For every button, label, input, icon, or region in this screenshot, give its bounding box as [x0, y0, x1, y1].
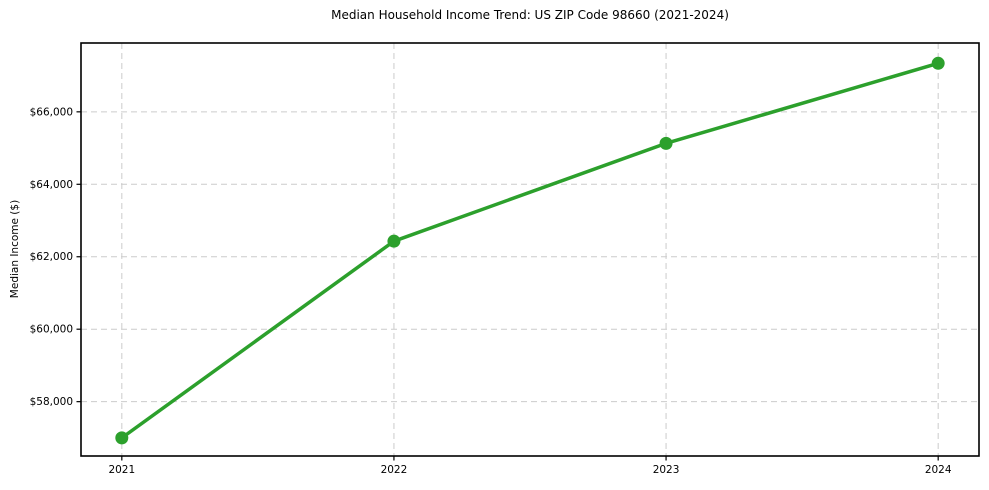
y-tick-label: $60,000: [30, 324, 73, 336]
median-household-income-line: [120, 61, 940, 440]
y-tick-label: $58,000: [30, 396, 73, 408]
y-tick-label: $62,000: [30, 251, 73, 263]
x-tick-label: 2023: [653, 464, 680, 476]
x-tick-label: 2021: [108, 464, 135, 476]
data-point-2021: [115, 431, 129, 445]
data-point-2023: [659, 136, 673, 150]
plot-border: [80, 42, 980, 457]
y-axis-label: Median Income ($): [9, 199, 21, 299]
data-point-2022: [387, 234, 401, 248]
y-tick-label: $64,000: [30, 179, 73, 191]
data-point-2024: [931, 56, 945, 70]
y-tick-label: $66,000: [30, 106, 73, 118]
x-tick-label: 2022: [381, 464, 408, 476]
chart-title: Median Household Income Trend: US ZIP Co…: [331, 8, 729, 22]
x-tick-label: 2024: [925, 464, 952, 476]
